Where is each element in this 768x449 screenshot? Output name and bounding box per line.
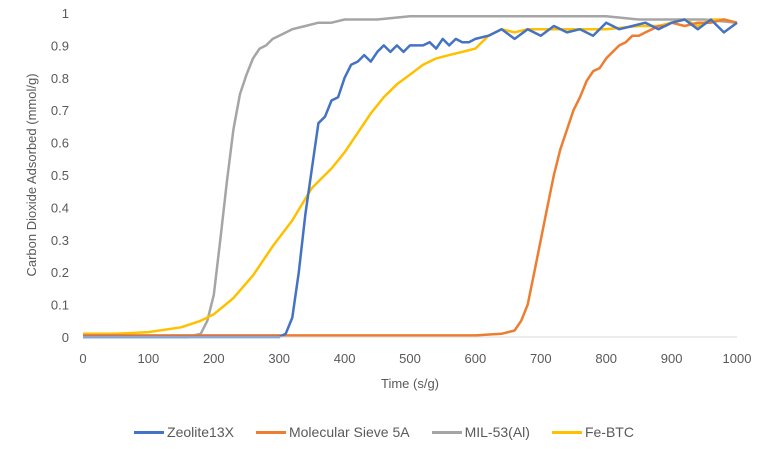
legend-item-molecular-sieve-5a[interactable]: Molecular Sieve 5A bbox=[255, 424, 410, 440]
y-tick-label: 0.9 bbox=[51, 38, 69, 53]
x-tick-label: 0 bbox=[79, 351, 86, 366]
series-line-molecular-sieve-5a bbox=[83, 18, 738, 337]
line-chart: 0 0.1 0.2 0.3 0.4 0.5 0.6 0.7 0.8 0.9 1 0 100 200 300… bbox=[24, 6, 751, 391]
x-tick-label: 700 bbox=[530, 351, 552, 366]
x-tick-label: 1000 bbox=[723, 351, 752, 366]
y-tick-label: 0.5 bbox=[51, 168, 69, 183]
legend-swatch bbox=[431, 430, 462, 434]
series-line-mil-53-al bbox=[83, 14, 738, 339]
x-tick-label: 800 bbox=[595, 351, 617, 366]
x-tick-label: 100 bbox=[138, 351, 160, 366]
x-axis-title: Time (s/g) bbox=[381, 376, 439, 391]
legend-label: Fe-BTC bbox=[584, 424, 634, 440]
x-tick-label: 300 bbox=[268, 351, 290, 366]
y-tick-label: 0.3 bbox=[51, 233, 69, 248]
legend: Zeolite13X Molecular Sieve 5A MIL-53(Al)… bbox=[0, 424, 768, 440]
y-tick-label: 0.2 bbox=[51, 265, 69, 280]
x-tick-label: 400 bbox=[334, 351, 356, 366]
y-tick-label: 0.8 bbox=[51, 71, 69, 86]
y-axis-title: Carbon Dioxide Adsorbed (mmol/g) bbox=[24, 73, 39, 276]
legend-item-zeolite13x[interactable]: Zeolite13X bbox=[134, 424, 234, 440]
y-tick-label: 0.7 bbox=[51, 103, 69, 118]
y-tick-label: 0 bbox=[62, 330, 69, 345]
x-tick-label: 500 bbox=[399, 351, 421, 366]
x-tick-label: 600 bbox=[465, 351, 487, 366]
legend-item-mil-53-al[interactable]: MIL-53(Al) bbox=[431, 424, 530, 440]
x-axis-ticks: 0 100 200 300 400 500 600 700 800 900 1000 bbox=[79, 351, 751, 366]
y-tick-label: 0.6 bbox=[51, 136, 69, 151]
legend-label: Molecular Sieve 5A bbox=[288, 424, 410, 440]
legend-swatch bbox=[551, 430, 582, 434]
y-tick-label: 0.1 bbox=[51, 298, 69, 313]
plot-area bbox=[83, 14, 738, 339]
legend-label: Zeolite13X bbox=[167, 424, 234, 440]
series-line-zeolite13x bbox=[83, 18, 738, 339]
x-tick-label: 200 bbox=[203, 351, 225, 366]
y-tick-label: 0.4 bbox=[51, 200, 69, 215]
series-line-fe-btc bbox=[83, 18, 738, 336]
y-axis-ticks: 0 0.1 0.2 0.3 0.4 0.5 0.6 0.7 0.8 0.9 1 bbox=[51, 6, 69, 345]
legend-swatch bbox=[134, 430, 165, 434]
y-tick-label: 1 bbox=[62, 6, 69, 21]
legend-label: MIL-53(Al) bbox=[464, 424, 530, 440]
x-tick-label: 900 bbox=[661, 351, 683, 366]
legend-item-fe-btc[interactable]: Fe-BTC bbox=[551, 424, 634, 440]
legend-swatch bbox=[255, 430, 286, 434]
